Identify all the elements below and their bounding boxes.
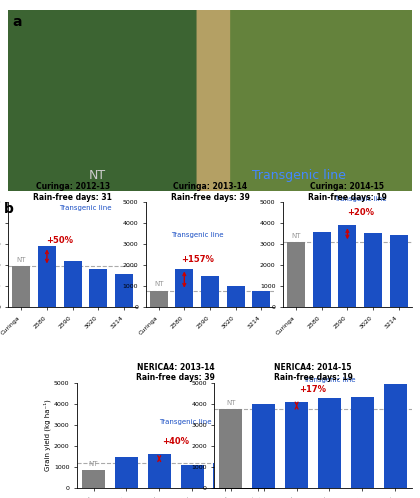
Text: NT: NT: [226, 400, 236, 406]
Bar: [252, 291, 270, 307]
Text: NT: NT: [291, 233, 301, 239]
Bar: [219, 409, 242, 488]
Bar: [285, 402, 308, 488]
Bar: [318, 398, 341, 488]
Bar: [246, 464, 269, 488]
Text: Transgenic line: Transgenic line: [171, 232, 223, 238]
Bar: [390, 235, 408, 307]
Bar: [38, 247, 56, 307]
Text: Transgenic line: Transgenic line: [59, 205, 112, 211]
Bar: [313, 232, 331, 307]
Bar: [148, 455, 171, 488]
Title: Curinga: 2012-13
Rain-free days: 31: Curinga: 2012-13 Rain-free days: 31: [33, 182, 112, 202]
Title: Curinga: 2013-14
Rain-free days: 39: Curinga: 2013-14 Rain-free days: 39: [171, 182, 249, 202]
Bar: [287, 242, 305, 307]
Text: NT: NT: [16, 257, 26, 263]
Bar: [181, 465, 204, 488]
Bar: [201, 276, 219, 307]
Text: +40%: +40%: [162, 437, 189, 446]
Text: NT: NT: [154, 281, 163, 287]
Bar: [115, 457, 138, 488]
Bar: [89, 268, 107, 307]
Text: NT: NT: [89, 461, 98, 467]
Text: +20%: +20%: [347, 208, 374, 217]
Text: +157%: +157%: [181, 254, 214, 263]
Text: NT: NT: [89, 169, 106, 182]
Text: Transgenic line: Transgenic line: [252, 169, 346, 182]
Text: Transgenic line: Transgenic line: [334, 196, 386, 202]
Text: Transgenic line: Transgenic line: [303, 377, 356, 383]
Text: a: a: [13, 15, 22, 29]
Bar: [384, 384, 407, 488]
Bar: [252, 404, 275, 488]
Bar: [364, 233, 382, 307]
Bar: [339, 226, 357, 307]
Bar: [150, 291, 168, 307]
Bar: [82, 470, 105, 488]
Bar: [351, 397, 374, 488]
Bar: [115, 274, 133, 307]
Bar: [227, 286, 245, 307]
Text: b: b: [4, 202, 14, 216]
Y-axis label: Grain yield (kg ha⁻¹): Grain yield (kg ha⁻¹): [44, 400, 51, 472]
Title: NERICA4: 2014-15
Rain-free days: 19: NERICA4: 2014-15 Rain-free days: 19: [273, 363, 352, 382]
Title: Curinga: 2014-15
Rain-free days: 19: Curinga: 2014-15 Rain-free days: 19: [308, 182, 387, 202]
Bar: [63, 261, 81, 307]
Text: +17%: +17%: [299, 385, 326, 394]
Bar: [12, 266, 30, 307]
Bar: [213, 463, 236, 488]
Text: Transgenic line: Transgenic line: [159, 419, 212, 425]
Bar: [175, 268, 193, 307]
Title: NERICA4: 2013-14
Rain-free days: 39: NERICA4: 2013-14 Rain-free days: 39: [136, 363, 215, 382]
Text: +50%: +50%: [46, 236, 73, 245]
